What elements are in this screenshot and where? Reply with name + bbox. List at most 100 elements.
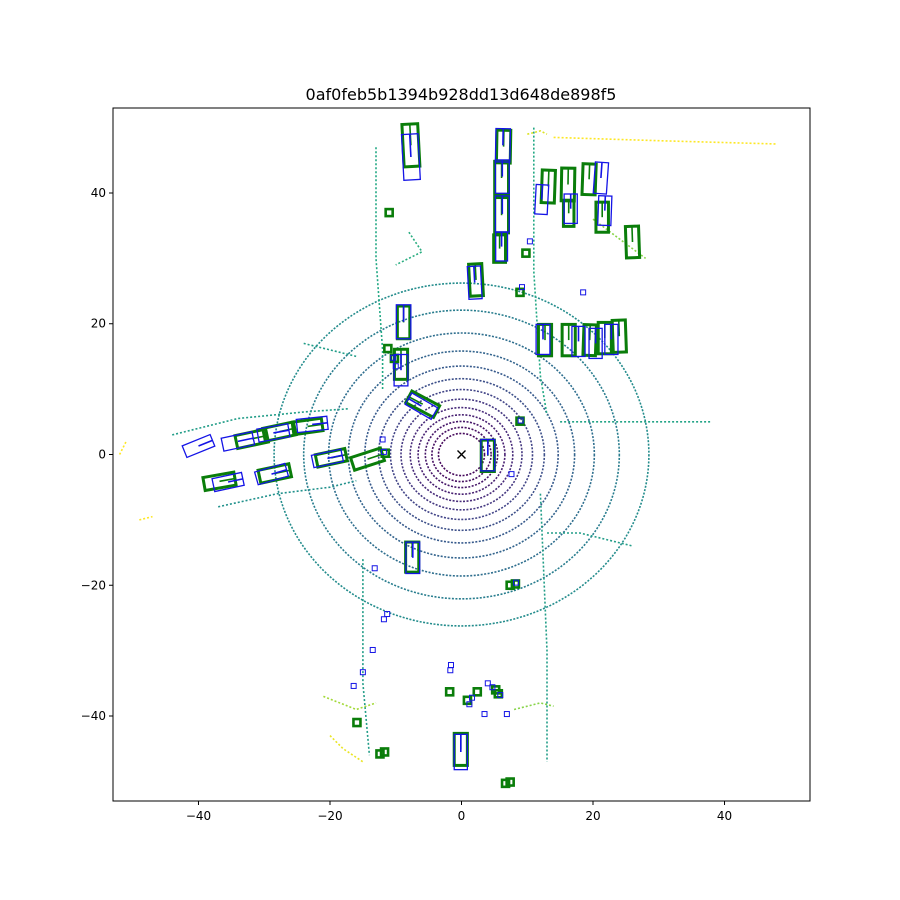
pred-small-object <box>350 682 357 689</box>
lidar-ring <box>327 332 596 577</box>
pred-box <box>220 430 256 452</box>
lidar-segment <box>362 559 371 756</box>
lidar-ring <box>302 309 621 600</box>
pred-box <box>400 133 421 181</box>
pred-box <box>535 323 551 356</box>
lidar-segment <box>539 493 548 762</box>
prediction-boxes <box>181 127 619 771</box>
pred-small-object <box>580 289 587 296</box>
lidar-segment <box>395 231 424 266</box>
pred-box <box>534 183 550 216</box>
pred-small-object <box>513 579 520 586</box>
gt-small-object <box>521 248 531 258</box>
pred-box <box>592 161 610 195</box>
lidar-ring <box>431 426 492 483</box>
chart-title: 0af0feb5b1394b928dd13d648de898f5 <box>306 85 617 104</box>
pred-small-object <box>481 711 488 718</box>
pred-small-object <box>503 711 510 718</box>
lidar-segment <box>527 130 548 135</box>
x-tick-label: 40 <box>717 809 732 823</box>
gt-box <box>560 322 577 358</box>
lidar-ring <box>273 282 650 627</box>
lidar-segment <box>375 147 384 390</box>
lidar-segment <box>592 218 647 260</box>
gt-box <box>594 200 610 234</box>
lidar-segment <box>513 702 554 711</box>
pred-box <box>295 415 329 434</box>
y-tick-label: 0 <box>98 448 106 462</box>
x-tick-label: 20 <box>585 809 600 823</box>
pred-small-object <box>379 436 386 443</box>
pred-box <box>310 448 345 469</box>
gt-small-object <box>383 343 393 354</box>
pred-box <box>480 438 496 472</box>
gt-small-object <box>375 749 385 759</box>
pred-box <box>597 194 613 227</box>
lidar-segment <box>139 515 153 521</box>
x-tick-label: −40 <box>186 809 211 823</box>
gt-small-object <box>515 416 525 426</box>
gt-box <box>580 162 598 197</box>
gt-box <box>201 470 238 493</box>
pred-box <box>453 733 469 771</box>
gt-small-object <box>444 687 455 697</box>
pred-small-object <box>517 417 524 424</box>
pred-small-object <box>526 238 533 245</box>
ego-vehicle <box>457 450 466 459</box>
lidar-point-cloud <box>118 127 778 763</box>
gt-box <box>610 318 628 354</box>
pred-small-object <box>447 667 454 674</box>
y-tick-label: −40 <box>81 709 106 723</box>
gt-box <box>623 224 642 260</box>
gt-box <box>492 233 508 264</box>
pred-box <box>466 265 483 300</box>
gt-small-object <box>352 717 362 728</box>
pred-small-object <box>489 684 496 691</box>
pred-small-object <box>466 701 473 708</box>
pred-box <box>404 391 439 421</box>
pred-box <box>211 471 245 493</box>
pred-small-object <box>484 680 491 687</box>
lidar-ring <box>409 406 514 503</box>
pred-box <box>571 325 586 358</box>
gt-small-object <box>384 207 394 218</box>
lidar-segment <box>553 136 778 145</box>
pred-small-object <box>392 363 399 370</box>
lidar-ring <box>424 420 499 489</box>
y-tick-label: 20 <box>91 317 106 331</box>
x-tick-label: 0 <box>458 809 466 823</box>
pred-box <box>563 193 578 225</box>
pred-box <box>604 323 619 356</box>
x-tick-label: −20 <box>317 809 342 823</box>
pred-box <box>494 159 510 194</box>
pred-box <box>393 353 409 387</box>
gt-box <box>561 198 576 228</box>
pred-box <box>256 422 291 443</box>
lidar-segment <box>329 735 364 763</box>
ego-x-marker <box>457 450 466 459</box>
pred-box <box>395 304 412 340</box>
lidar-ring <box>347 350 576 559</box>
gt-small-object <box>380 448 391 458</box>
gt-box <box>559 166 577 203</box>
lidar-segment <box>118 441 127 455</box>
plot-area <box>118 122 778 789</box>
pred-small-object <box>497 692 504 699</box>
gt-small-object <box>515 287 525 298</box>
pred-small-object <box>359 669 366 676</box>
pred-small-object <box>508 471 515 478</box>
x-axis: −40 −20 0 20 40 <box>186 801 732 823</box>
pred-box <box>588 327 603 360</box>
lidar-ring <box>377 377 546 532</box>
lidar-ring <box>437 432 486 477</box>
pred-small-object <box>369 646 376 653</box>
lidar-segment <box>323 695 377 711</box>
pred-small-object <box>380 616 387 623</box>
pred-box <box>495 231 509 262</box>
lidar-ring <box>389 388 534 521</box>
lidar-segment <box>547 532 633 547</box>
gt-small-object <box>505 777 515 787</box>
pred-box <box>181 433 216 459</box>
gt-small-object <box>472 687 483 697</box>
